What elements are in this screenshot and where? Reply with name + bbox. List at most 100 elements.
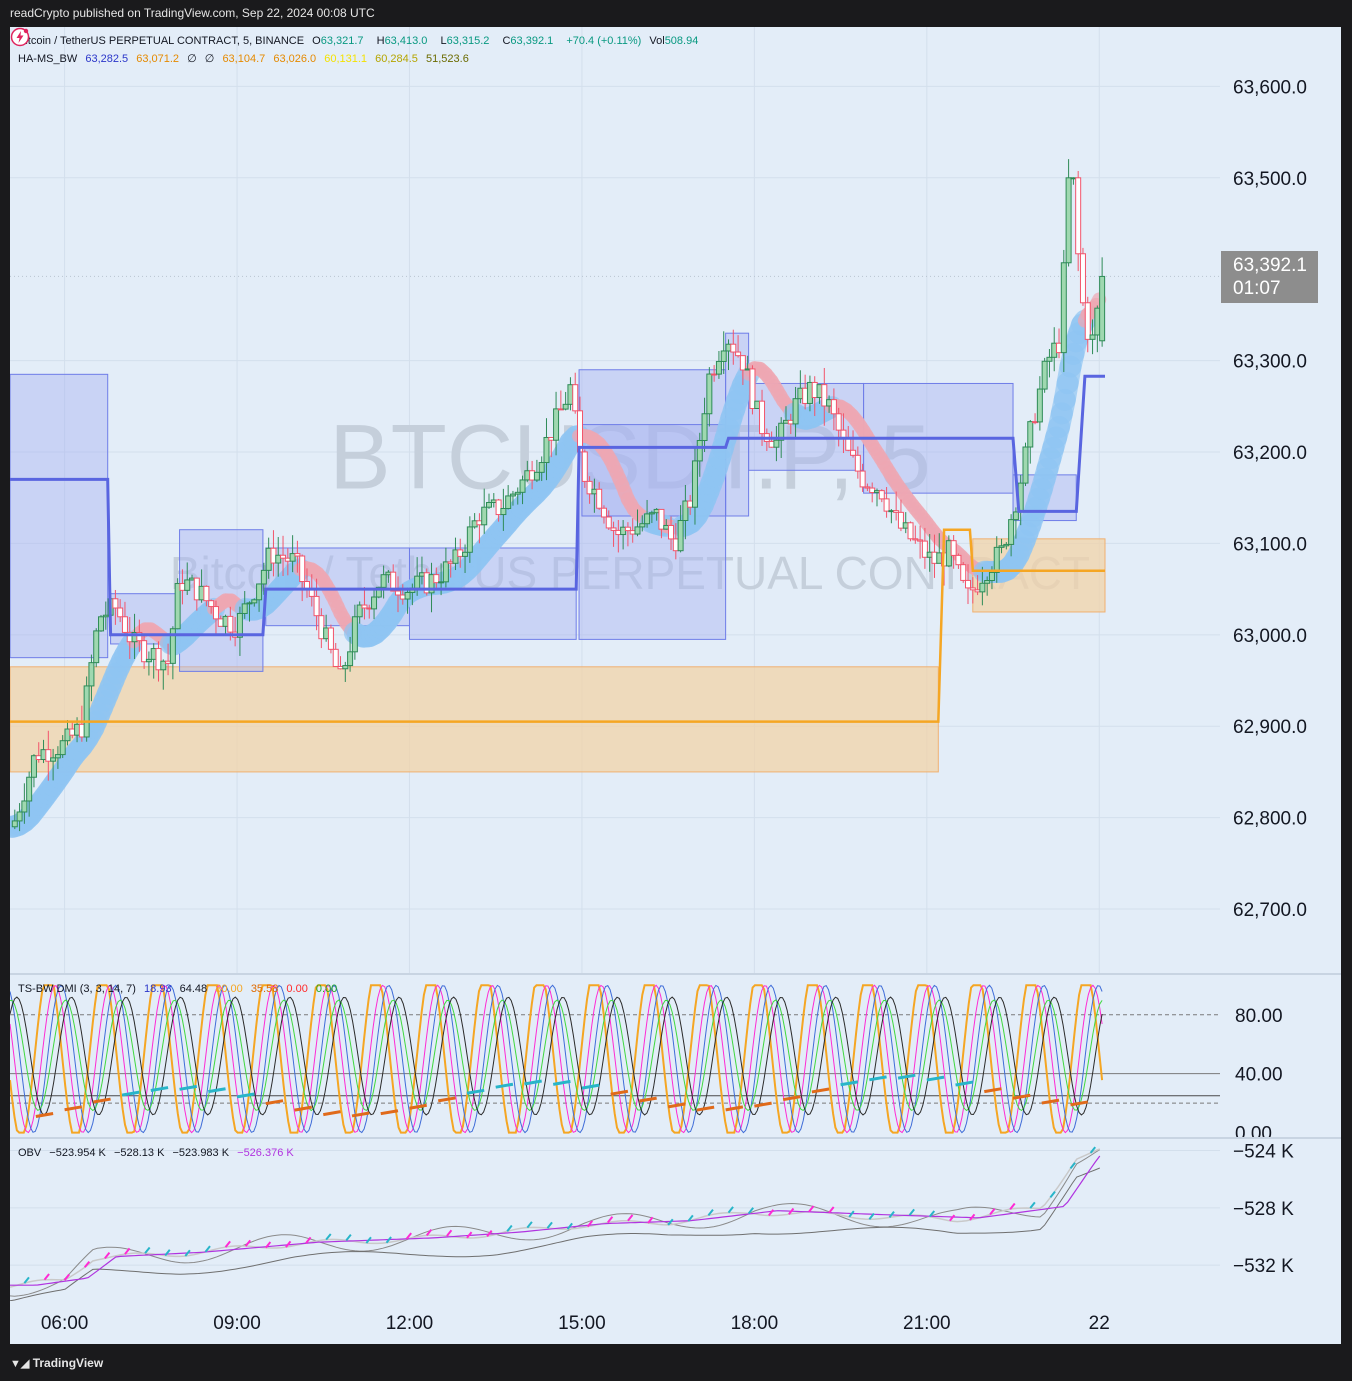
dmi-chart[interactable]: 80.00 40.00 0.00 (10, 975, 1341, 1137)
candle-body (960, 564, 967, 581)
candle-body (189, 577, 196, 581)
dmi-trend-dash (121, 1090, 140, 1097)
ha-ms-name[interactable]: HA-MS_BW (18, 53, 78, 65)
candle-body (864, 486, 871, 489)
candle-body (447, 561, 454, 564)
flash-icon[interactable] (10, 27, 30, 47)
ha-ms-value-2: 63,071.2 (136, 53, 180, 65)
obv-marker (43, 1273, 50, 1281)
obv-marker (607, 1216, 614, 1224)
obv-name[interactable]: OBV (18, 1147, 42, 1159)
dmi-value-6: 0.00 (315, 983, 338, 995)
candle-body (711, 373, 718, 376)
obv-marker (908, 1208, 915, 1216)
candle-body (586, 480, 593, 495)
candle-body (313, 595, 320, 617)
obv-chart[interactable]: −524 K −528 K −532 K (10, 1139, 1341, 1301)
symbol-title[interactable]: Bitcoin / TetherUS PERPETUAL CONTRACT, 5… (18, 35, 305, 47)
candle-body (615, 529, 622, 536)
candle-body (1041, 360, 1048, 390)
candle-body (117, 607, 124, 618)
candle-body (830, 399, 837, 415)
candle-body (782, 419, 789, 424)
obv-marker (747, 1207, 755, 1215)
dmi-value-4: 35.58 (250, 983, 279, 995)
obv-marker (868, 1212, 875, 1220)
candle-body (54, 754, 61, 759)
candle-body (337, 665, 344, 670)
price-pane[interactable]: BTCUSDT.P, 5 Bitcoin / TetherUS PERPETUAL… (10, 27, 1341, 973)
candle-body (610, 527, 617, 531)
candle-body (251, 599, 258, 604)
candle-body (1036, 388, 1043, 423)
candle-body (653, 508, 660, 514)
candle-body (553, 408, 560, 441)
candle-body (926, 551, 933, 558)
candle-body (351, 616, 358, 653)
candle-body (433, 574, 440, 584)
candle-body (155, 648, 162, 671)
candle-body (744, 368, 751, 371)
pane-separator[interactable] (10, 1137, 1341, 1139)
candle-body (462, 551, 469, 557)
candle-body (289, 553, 296, 562)
candle-body (950, 540, 957, 556)
dmi-trend-dash (581, 1083, 600, 1090)
obv-marker (1089, 1146, 1097, 1154)
dmi-black-line (10, 996, 1103, 1116)
dmi-trend-dash (639, 1096, 657, 1103)
candle-body (121, 616, 128, 633)
ha-ms-value-6: 63,026.0 (273, 53, 317, 65)
obv-marker (164, 1249, 171, 1257)
obv-pane[interactable]: −524 K −528 K −532 K OBV −523.954 K −528.1… (10, 1139, 1341, 1301)
candle-body (907, 522, 914, 540)
time-axis-label: 22 (1089, 1313, 1110, 1334)
dmi-trend-dash (294, 1105, 313, 1112)
dmi-trend-dash (93, 1097, 111, 1104)
candle-body (26, 776, 33, 802)
candle-body (222, 615, 229, 627)
candle-body (495, 499, 502, 516)
obv-marker (224, 1240, 231, 1248)
candle-body (1060, 262, 1067, 354)
ohlc-low: L63,315.2 (440, 35, 490, 47)
candle-body (543, 436, 550, 464)
publish-header: readCrypto published on TradingView.com,… (10, 6, 375, 20)
pane-separator[interactable] (10, 973, 1341, 975)
candle-body (696, 440, 703, 462)
candle-body (677, 520, 684, 552)
dmi-axis-label: 80.00 (1235, 1006, 1283, 1027)
dmi-trend-dash (323, 1110, 341, 1117)
obv-upper-band (10, 1149, 1101, 1297)
candle-body (490, 499, 497, 503)
time-axis[interactable]: 06:00 09:00 12:00 15:00 18:00 21:00 22 (10, 1301, 1341, 1344)
ha-ms-value-8: 60,284.5 (375, 53, 418, 65)
candle-body (93, 630, 100, 664)
candle-body (442, 561, 449, 583)
candle-body (217, 618, 224, 627)
candle-body (773, 439, 780, 448)
candle-body (538, 462, 545, 473)
obv-marker (767, 1209, 775, 1217)
candle-body (567, 384, 574, 405)
candle-body (969, 587, 976, 591)
dmi-name[interactable]: TS-BW DMI (3, 3, 14, 7) (18, 983, 136, 995)
candle-body (145, 658, 152, 663)
dmi-pane[interactable]: 80.00 40.00 0.00 TS-BW DMI (3, 3, 14, 7) 1… (10, 975, 1341, 1137)
bar-countdown: 01:07 (1233, 278, 1281, 299)
candle-body (735, 351, 742, 357)
candle-body (418, 572, 425, 577)
candle-body (1003, 543, 1010, 547)
dmi-trend-dash (811, 1087, 830, 1094)
tradingview-logo[interactable]: ▼◢ TradingView (10, 1356, 103, 1370)
candle-body (236, 612, 243, 638)
dmi-axis-label: 0.00 (1235, 1124, 1272, 1137)
ha-ms-legend: HA-MS_BW 63,282.5 63,071.2 ∅ ∅ 63,104.7 … (18, 52, 474, 65)
obv-marker (727, 1206, 734, 1214)
candle-body (45, 749, 52, 762)
volume: Vol508.94 (649, 35, 699, 47)
candle-body (323, 627, 330, 640)
dmi-green-line (10, 999, 1103, 1112)
candle-body (59, 740, 66, 756)
